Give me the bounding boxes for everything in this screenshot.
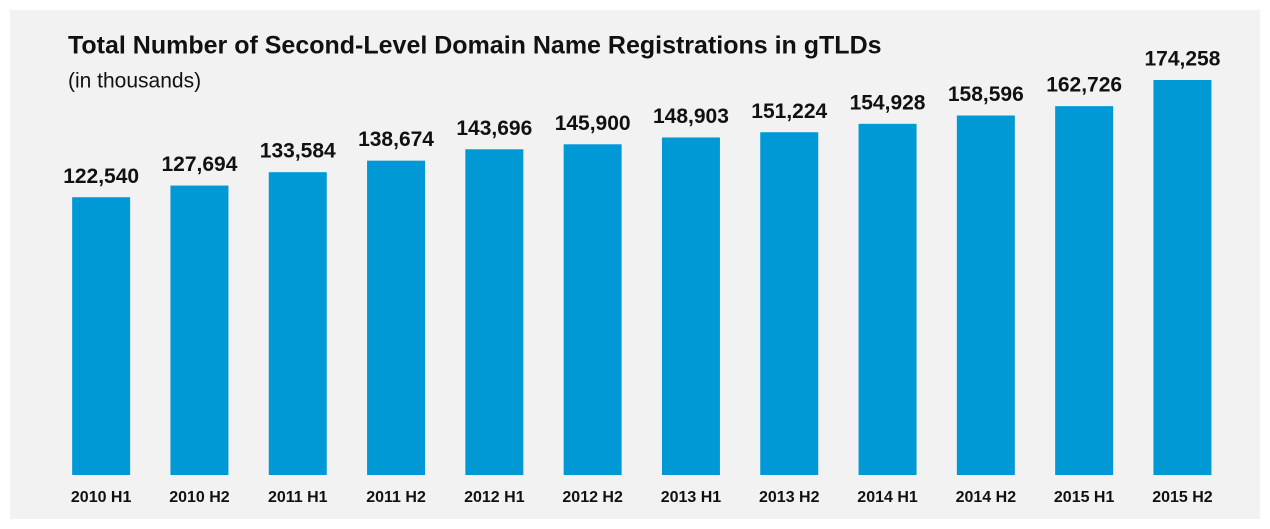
value-label: 148,903: [653, 105, 729, 128]
x-tick-label: 2010 H1: [71, 489, 132, 506]
value-label: 143,696: [456, 117, 532, 140]
bar: [956, 115, 1015, 476]
x-tick-label: 2014 H2: [956, 489, 1017, 506]
value-label: 151,224: [751, 100, 827, 123]
x-tick-label: 2013 H2: [759, 489, 820, 506]
bar: [1153, 80, 1212, 475]
x-tick-label: 2014 H1: [857, 489, 918, 506]
bar: [858, 123, 917, 476]
bar: [1055, 106, 1114, 476]
value-label: 174,258: [1144, 48, 1220, 71]
x-tick-label: 2013 H1: [661, 489, 722, 506]
bar: [367, 160, 426, 476]
value-label: 127,694: [161, 153, 237, 176]
chart-title: Total Number of Second-Level Domain Name…: [68, 32, 882, 60]
x-tick-label: 2010 H2: [169, 489, 230, 506]
value-label: 158,596: [948, 83, 1024, 106]
value-label: 154,928: [850, 91, 926, 114]
value-label: 133,584: [260, 140, 336, 163]
bar: [268, 172, 327, 476]
x-tick-label: 2012 H2: [562, 489, 623, 506]
x-tick-label: 2015 H2: [1152, 489, 1213, 506]
bar: [170, 185, 229, 475]
chart-subtitle: (in thousands): [68, 70, 201, 93]
x-tick-label: 2012 H1: [464, 489, 525, 506]
bar: [760, 132, 819, 475]
bar: [465, 149, 524, 475]
value-label: 145,900: [555, 112, 631, 135]
value-label: 122,540: [63, 165, 139, 188]
bar: [563, 144, 622, 475]
x-tick-label: 2015 H1: [1054, 489, 1115, 506]
bar: [72, 197, 131, 475]
bar: [661, 137, 720, 475]
value-label: 138,674: [358, 128, 434, 151]
value-label: 162,726: [1046, 74, 1122, 97]
x-tick-label: 2011 H1: [268, 489, 328, 506]
x-tick-label: 2011 H2: [366, 489, 426, 506]
